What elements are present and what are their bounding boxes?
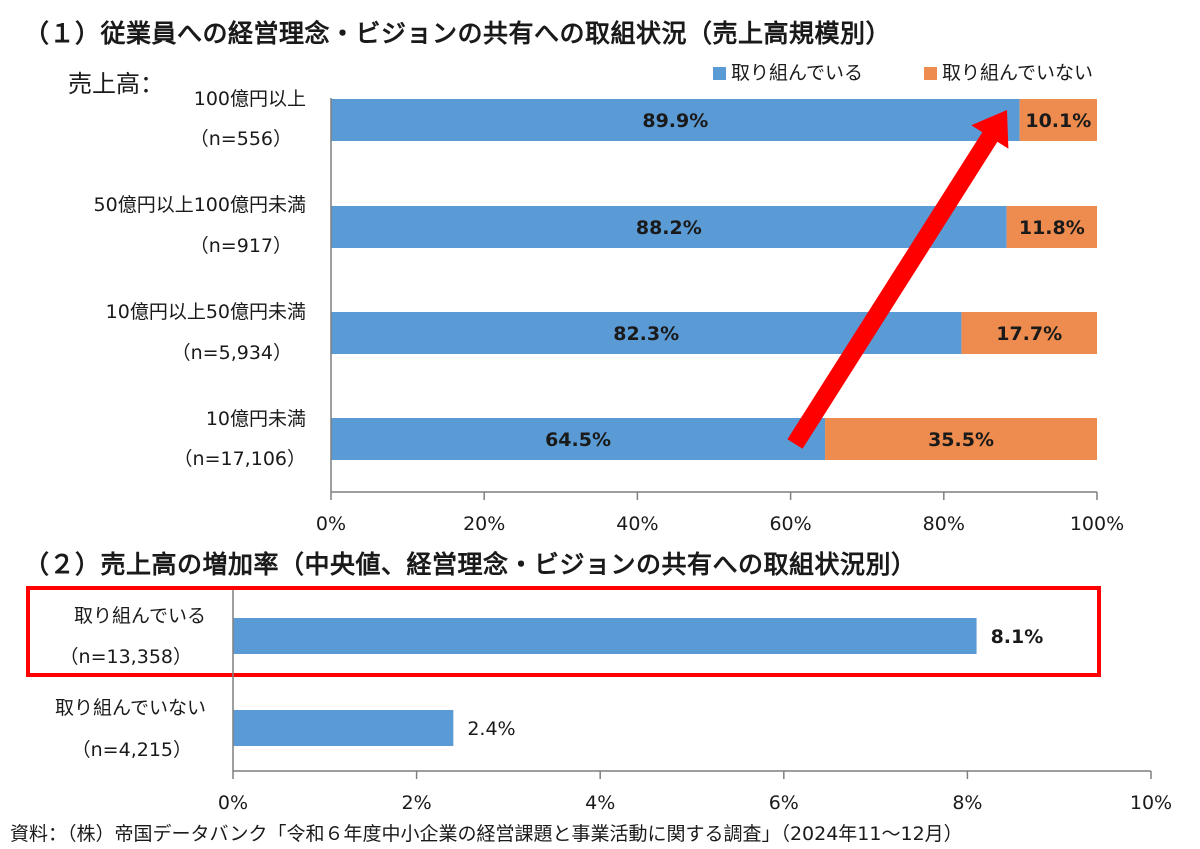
data-label: 89.9% bbox=[642, 110, 708, 132]
data-label: 2.4% bbox=[467, 718, 515, 740]
legend-swatch-not-implementing bbox=[924, 67, 937, 80]
x-tick-label: 2% bbox=[402, 792, 432, 814]
data-label: 35.5% bbox=[928, 429, 994, 451]
x-tick-label: 80% bbox=[923, 513, 965, 535]
data-label: 11.8% bbox=[1019, 217, 1085, 239]
x-tick-label: 40% bbox=[616, 513, 658, 535]
legend-swatch-implementing bbox=[713, 67, 726, 80]
bar-implementing bbox=[331, 418, 826, 460]
chart2-category-name: 取り組んでいる bbox=[73, 605, 206, 627]
chart1-title: （１）従業員への経営理念・ビジョンの共有への取組状況（売上高規模別） bbox=[24, 19, 892, 48]
data-label: 10.1% bbox=[1025, 110, 1091, 132]
x-tick-label: 0% bbox=[316, 513, 346, 535]
bar bbox=[233, 710, 454, 746]
legend-label-not-implementing: 取り組んでいない bbox=[942, 62, 1094, 84]
chart1-category-name: 10億円未満 bbox=[205, 408, 306, 430]
chart1-category-name: 50億円以上100億円未満 bbox=[93, 194, 306, 216]
chart1-category-n: （n=17,106） bbox=[173, 448, 306, 470]
highlight-box bbox=[26, 586, 1101, 677]
legend-label-implementing: 取り組んでいる bbox=[731, 62, 864, 84]
bar-not-implementing bbox=[1006, 206, 1097, 248]
bar bbox=[233, 618, 977, 654]
chart1-category-n: （n=556） bbox=[189, 128, 292, 150]
chart1-ylabel: 売上高： bbox=[68, 70, 164, 98]
chart2-category-n: （n=13,358） bbox=[59, 646, 192, 668]
trend-arrow bbox=[787, 110, 1009, 449]
chart1-category-name: 10億円以上50億円未満 bbox=[105, 301, 306, 323]
bar-implementing bbox=[331, 99, 1020, 141]
data-label: 17.7% bbox=[996, 323, 1062, 345]
chart1-category-n: （n=5,934） bbox=[171, 342, 292, 364]
chart2-category-n: （n=4,215） bbox=[71, 739, 192, 761]
chart1-category-n: （n=917） bbox=[189, 235, 292, 257]
x-tick-label: 60% bbox=[769, 513, 811, 535]
bar-implementing bbox=[331, 206, 1007, 248]
chart1-category-name: 100億円以上 bbox=[193, 88, 306, 110]
x-tick-label: 6% bbox=[769, 792, 799, 814]
x-tick-label: 4% bbox=[585, 792, 615, 814]
data-label: 8.1% bbox=[991, 626, 1044, 648]
data-label: 64.5% bbox=[545, 429, 611, 451]
data-label: 82.3% bbox=[613, 323, 679, 345]
bar-not-implementing bbox=[825, 418, 1097, 460]
bar-not-implementing bbox=[1019, 99, 1097, 141]
source-note: 資料：（株）帝国データバンク「令和６年度中小企業の経営課題と事業活動に関する調査… bbox=[10, 823, 963, 845]
x-tick-label: 0% bbox=[218, 792, 248, 814]
data-label: 88.2% bbox=[636, 217, 702, 239]
x-tick-label: 8% bbox=[952, 792, 982, 814]
chart2-title: （２）売上高の増加率（中央値、経営理念・ビジョンの共有への取組状況別） bbox=[24, 550, 917, 579]
chart2-category-name: 取り組んでいない bbox=[54, 697, 206, 719]
x-tick-label: 20% bbox=[463, 513, 505, 535]
bar-not-implementing bbox=[961, 312, 1097, 354]
x-tick-label: 10% bbox=[1130, 792, 1172, 814]
chart1-plot: 89.9% 10.1% 88.2% 11.8% 82.3% 17.7% 64.5% 35.5%… bbox=[316, 98, 1124, 535]
x-tick-label: 100% bbox=[1070, 513, 1124, 535]
chart2-plot: 8.1% 2.4% 0% 2% 4% 6% 8% 10% bbox=[26, 586, 1172, 814]
